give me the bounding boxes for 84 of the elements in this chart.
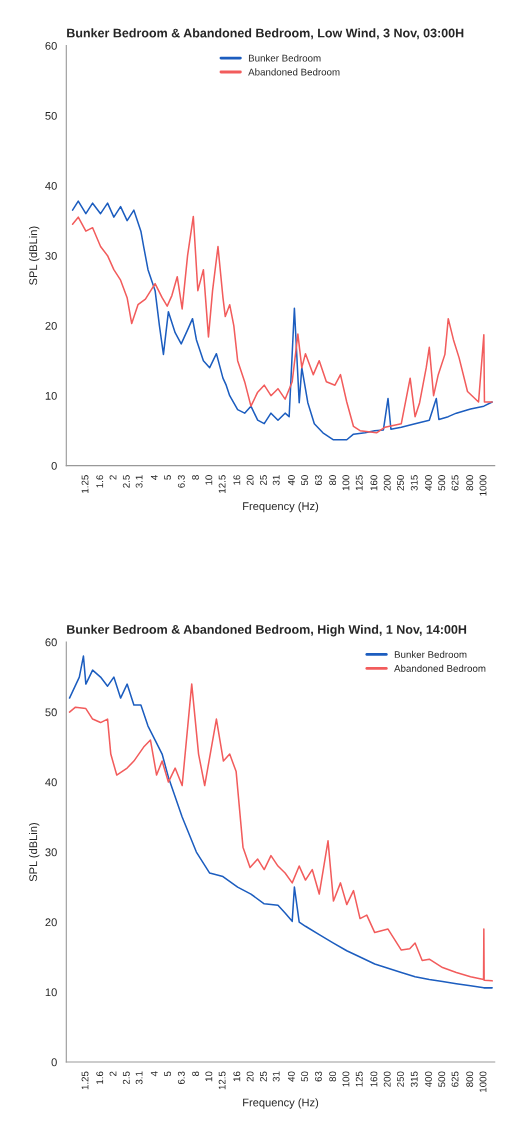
x-tick-label: 5 — [164, 475, 172, 480]
x-tick-label: 10 — [205, 475, 213, 485]
y-tick-label: 30 — [45, 251, 57, 260]
x-tick-label: 40 — [287, 1071, 295, 1082]
x-tick-label: 500 — [438, 1071, 446, 1087]
x-tick-label: 4 — [150, 474, 158, 480]
legend-label: Abandoned Bedroom — [394, 664, 486, 672]
x-tick-label: 1.25 — [81, 475, 89, 493]
x-tick-label: 16 — [233, 475, 241, 485]
x-tick-label: 2.5 — [122, 475, 130, 488]
x-tick-label: 315 — [410, 475, 418, 491]
x-tick-label: 3.1 — [135, 1071, 143, 1085]
x-tick-label: 2 — [109, 1071, 117, 1077]
x-tick-label: 315 — [410, 1071, 418, 1087]
x-tick-label: 12.5 — [218, 1071, 226, 1090]
x-tick-label: 6.3 — [177, 1071, 185, 1085]
x-tick-label: 800 — [466, 475, 474, 491]
x-tick-label: 1000 — [479, 1071, 487, 1092]
x-tick-label: 63 — [314, 1071, 322, 1082]
chart-title: Bunker Bedroom & Abandoned Bedroom, High Wind, 1 Nov, 14:00H — [67, 624, 467, 637]
y-tick-label: 10 — [45, 988, 57, 997]
x-tick-label: 160 — [370, 1071, 378, 1087]
x-tick-label: 25 — [259, 475, 267, 486]
x-tick-label: 125 — [355, 1071, 363, 1087]
x-tick-label: 8 — [192, 1071, 199, 1077]
x-tick-label: 800 — [466, 1071, 474, 1087]
x-axis-title: Frequency (Hz) — [243, 1098, 319, 1109]
x-tick-label: 80 — [329, 1071, 337, 1082]
x-tick-label: 5 — [164, 1071, 172, 1077]
x-tick-label: 1.25 — [81, 1071, 89, 1090]
x-tick-label: 10 — [205, 1071, 213, 1082]
x-tick-label: 1.6 — [96, 1071, 104, 1084]
x-tick-label: 2.5 — [122, 1071, 130, 1085]
y-axis-title: SPL (dBLin) — [29, 226, 40, 285]
legend-label: Bunker Bedroom — [248, 54, 321, 62]
y-tick-label: 40 — [45, 181, 57, 190]
x-tick-label: 625 — [451, 475, 459, 491]
y-tick-label: 0 — [51, 1058, 57, 1067]
x-tick-label: 625 — [451, 1071, 459, 1087]
x-tick-label: 1.6 — [96, 475, 104, 488]
x-tick-label: 250 — [397, 475, 404, 491]
y-tick-label: 50 — [45, 708, 57, 717]
y-tick-label: 40 — [45, 778, 57, 787]
x-tick-label: 8 — [192, 475, 199, 480]
x-tick-label: 100 — [342, 1071, 350, 1087]
x-tick-label: 250 — [397, 1071, 404, 1087]
x-tick-label: 40 — [287, 475, 295, 486]
chart-title: Bunker Bedroom & Abandoned Bedroom, Low Wind, 3 Nov, 03:00H — [67, 28, 464, 40]
x-tick-label: 63 — [314, 475, 322, 486]
x-tick-label: 100 — [342, 475, 350, 491]
x-tick-label: 6.3 — [177, 475, 185, 488]
x-tick-label: 31 — [272, 1071, 280, 1082]
x-tick-label: 50 — [301, 475, 309, 486]
y-tick-label: 20 — [45, 918, 57, 927]
x-tick-label: 400 — [425, 1071, 432, 1088]
x-tick-label: 500 — [438, 475, 446, 491]
x-tick-label: 31 — [272, 475, 280, 486]
x-tick-label: 20 — [246, 475, 254, 486]
x-tick-label: 4 — [150, 1071, 158, 1077]
legend-label: Abandoned Bedroom — [248, 68, 340, 76]
x-tick-label: 3.1 — [135, 475, 143, 488]
x-tick-label: 2 — [109, 475, 117, 480]
y-tick-label: 60 — [45, 41, 57, 50]
x-tick-label: 200 — [383, 1071, 391, 1087]
x-tick-label: 1000 — [479, 475, 487, 496]
y-tick-label: 10 — [45, 391, 57, 400]
x-tick-label: 400 — [425, 475, 432, 491]
x-tick-label: 160 — [370, 475, 378, 491]
y-tick-label: 0 — [51, 461, 57, 470]
x-tick-label: 200 — [383, 475, 391, 491]
y-tick-label: 60 — [45, 638, 57, 647]
y-tick-label: 50 — [45, 111, 57, 120]
x-tick-label: 16 — [233, 1071, 241, 1082]
x-tick-label: 12.5 — [218, 475, 226, 493]
y-tick-label: 20 — [45, 321, 57, 330]
x-tick-label: 25 — [259, 1071, 267, 1082]
x-axis-title: Frequency (Hz) — [243, 501, 319, 513]
y-axis-title: SPL (dBLin) — [29, 823, 40, 882]
x-tick-label: 80 — [329, 475, 337, 486]
x-tick-label: 125 — [355, 475, 363, 491]
y-tick-label: 30 — [45, 848, 57, 857]
legend-label: Bunker Bedroom — [394, 650, 467, 658]
x-tick-label: 50 — [301, 1071, 309, 1082]
x-tick-label: 20 — [246, 1071, 254, 1082]
